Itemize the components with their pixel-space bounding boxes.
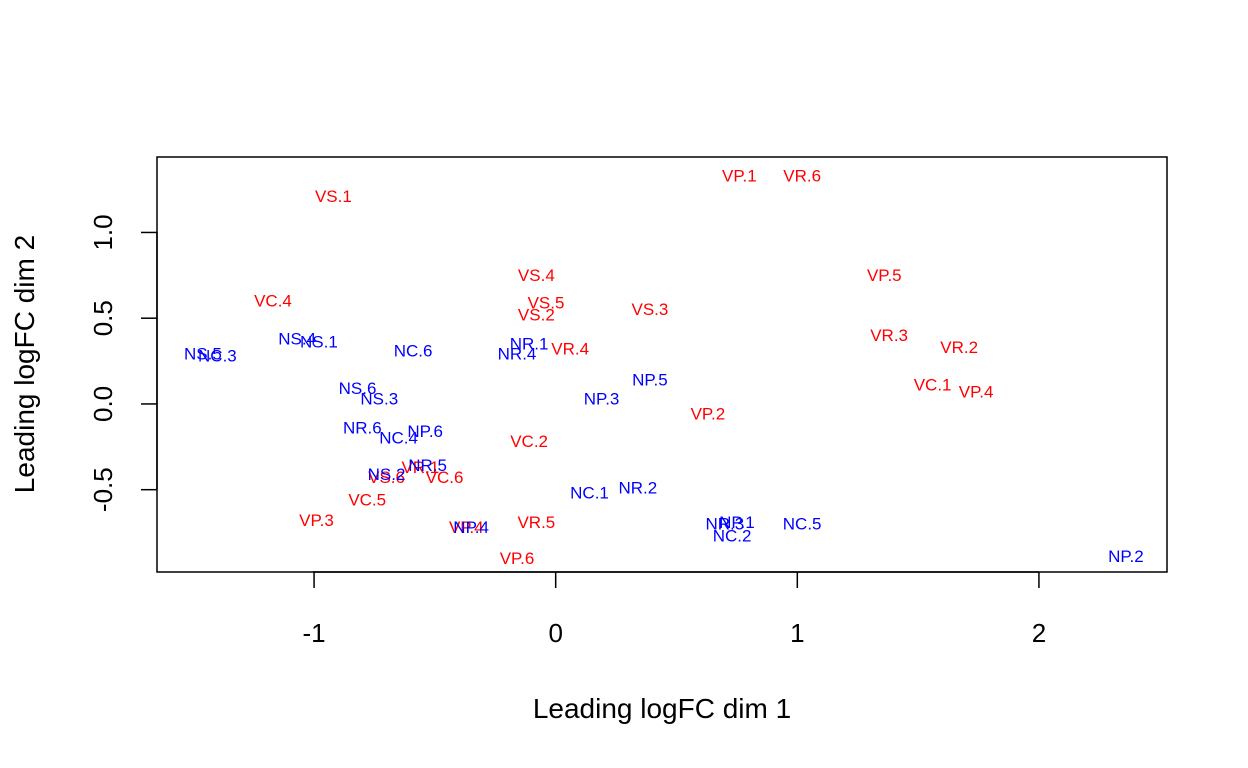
point-label: VS.1 <box>315 187 352 206</box>
point-label: NR.2 <box>618 478 657 497</box>
point-label: NR.6 <box>343 418 382 437</box>
point-label: VP.4 <box>959 382 994 401</box>
x-tick-label: 1 <box>790 618 804 648</box>
point-label: VC.2 <box>510 432 548 451</box>
point-label: NS.2 <box>368 465 406 484</box>
point-label: NP.2 <box>1108 547 1144 566</box>
point-label: NC.6 <box>394 341 433 360</box>
point-label: NP.4 <box>453 518 489 537</box>
point-label: VR.5 <box>517 513 555 532</box>
point-label: VP.6 <box>500 549 535 568</box>
x-tick-label: 0 <box>548 618 562 648</box>
point-label: NC.2 <box>713 526 752 545</box>
point-label: VR.2 <box>940 338 978 357</box>
point-label: NP.3 <box>584 389 620 408</box>
point-label: NC.1 <box>570 484 609 503</box>
point-label: VS.3 <box>631 300 668 319</box>
point-label: VS.2 <box>518 305 555 324</box>
point-label: VR.1 <box>401 458 439 477</box>
point-label: VS.6 <box>368 468 405 487</box>
point-label: NR.5 <box>408 456 447 475</box>
point-label: VP.4 <box>449 518 484 537</box>
point-label: NS.3 <box>360 389 398 408</box>
point-label: VP.3 <box>299 511 334 530</box>
point-label: VP.2 <box>691 405 726 424</box>
point-label: NP.1 <box>719 513 755 532</box>
point-label: VP.1 <box>722 166 757 185</box>
point-label: NP.5 <box>632 370 668 389</box>
point-label: NS.1 <box>300 333 338 352</box>
y-tick-label: 0.5 <box>88 300 118 336</box>
x-axis-title: Leading logFC dim 1 <box>533 693 791 724</box>
point-label: NC.5 <box>783 514 822 533</box>
point-labels: VS.1 VP.1 VR.6 VS.4 VP.5 VC.4 VS.5VS.2 VS.3 VR.3… <box>184 166 1144 567</box>
point-label: NC.3 <box>198 346 237 365</box>
x-axis-ticks: -1 0 1 2 <box>302 572 1046 648</box>
point-label: VC.6 <box>426 468 464 487</box>
point-label: VR.3 <box>870 326 908 345</box>
point-label: NS.5 <box>184 345 222 364</box>
point-label: NC.4 <box>379 429 418 448</box>
point-label: NS.6 <box>339 379 377 398</box>
point-label: NR.1 <box>510 334 549 353</box>
y-tick-label: -0.5 <box>88 467 118 512</box>
point-label: NR.3 <box>705 514 744 533</box>
point-label: NR.4 <box>498 345 537 364</box>
plot-frame <box>156 156 1168 573</box>
point-label: VC.1 <box>914 376 952 395</box>
x-tick-label: -1 <box>302 618 325 648</box>
y-axis-ticks: -0.5 0.0 0.5 1.0 <box>88 214 157 512</box>
y-tick-label: 0.0 <box>88 386 118 422</box>
point-label: NS.4 <box>278 329 316 348</box>
point-label: VP.5 <box>867 266 902 285</box>
point-label: VC.5 <box>348 490 386 509</box>
x-tick-label: 2 <box>1032 618 1046 648</box>
point-label: VC.4 <box>254 292 292 311</box>
y-tick-label: 1.0 <box>88 214 118 250</box>
point-label: VR.4 <box>551 340 589 359</box>
point-label: VR.6 <box>783 166 821 185</box>
point-label: VS.4 <box>518 266 555 285</box>
point-label: VS.5 <box>528 293 565 312</box>
point-label: NP.6 <box>407 422 443 441</box>
y-axis-title: Leading logFC dim 2 <box>9 235 40 493</box>
